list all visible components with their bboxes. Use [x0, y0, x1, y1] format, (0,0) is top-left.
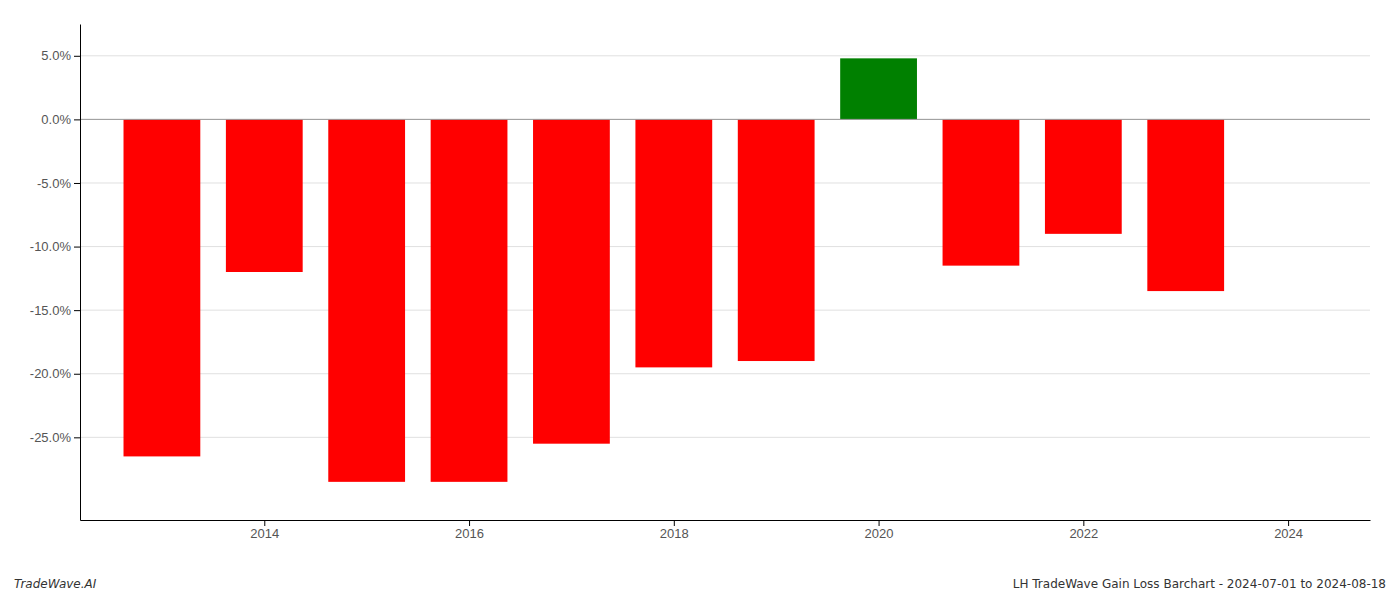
x-tick: 2016: [455, 520, 484, 541]
bar: [738, 119, 815, 361]
tick-mark: [74, 56, 80, 57]
tick-label: 2022: [1069, 526, 1098, 541]
bar: [840, 58, 917, 119]
grid-line: [80, 119, 1370, 120]
footer-left: TradeWave.AI: [14, 577, 97, 591]
tick-mark: [74, 247, 80, 248]
tick-label: 2014: [250, 526, 279, 541]
tick-label: -25.0%: [30, 430, 72, 445]
x-axis: 2014 2016 2018 2020 2022 2024: [81, 520, 1371, 541]
bar: [124, 119, 201, 456]
tick-label: 2020: [865, 526, 894, 541]
x-tick: 2014: [250, 520, 279, 541]
tick-mark: [879, 520, 880, 526]
tick-label: 2016: [455, 526, 484, 541]
tick-mark: [1083, 520, 1084, 526]
x-tick: 2022: [1069, 520, 1098, 541]
grid: [80, 56, 1370, 438]
tick-mark: [74, 119, 80, 120]
tick-mark: [74, 183, 80, 184]
tick-mark: [74, 310, 80, 311]
y-tick: -20.0%: [30, 366, 80, 381]
bar: [226, 119, 303, 272]
x-tick: 2020: [865, 520, 894, 541]
tick-label: 2018: [660, 526, 689, 541]
bar: [328, 119, 405, 481]
tick-mark: [469, 520, 470, 526]
tick-mark: [1288, 520, 1289, 526]
tick-label: 2024: [1274, 526, 1303, 541]
x-tick: 2018: [660, 520, 689, 541]
grid-line: [80, 373, 1370, 374]
bar: [533, 119, 610, 443]
chart: 2014 2016 2018 2020 2022 2024 -25.0% -20.0% -15.…: [0, 0, 1400, 600]
y-tick: 5.0%: [41, 48, 80, 63]
y-axis: -25.0% -20.0% -15.0% -10.0% -5.0% 0.0% 5.0%: [30, 25, 81, 521]
y-tick: -5.0%: [37, 176, 80, 191]
zero-line: [80, 119, 1370, 120]
y-tick: 0.0%: [41, 112, 80, 127]
x-tick: 2024: [1274, 520, 1303, 541]
tick-mark: [74, 437, 80, 438]
axis-line: [81, 520, 1371, 521]
tick-label: -20.0%: [30, 366, 72, 381]
bar: [431, 119, 508, 481]
bar: [635, 119, 712, 367]
axis-line: [80, 25, 81, 521]
grid-line: [80, 437, 1370, 438]
grid-line: [80, 55, 1370, 56]
tick-mark: [264, 520, 265, 526]
tick-mark: [674, 520, 675, 526]
tick-mark: [74, 374, 80, 375]
tick-label: 5.0%: [41, 48, 71, 63]
footer-right: LH TradeWave Gain Loss Barchart - 2024-0…: [1013, 577, 1386, 591]
tick-label: 0.0%: [41, 112, 71, 127]
bar: [943, 119, 1020, 265]
tick-label: -5.0%: [37, 176, 71, 191]
grid-line: [80, 310, 1370, 311]
y-tick: -15.0%: [30, 303, 80, 318]
y-tick: -25.0%: [30, 430, 80, 445]
tick-label: -10.0%: [30, 239, 72, 254]
plot-area: [124, 58, 1225, 482]
bar: [1045, 119, 1122, 233]
y-tick: -10.0%: [30, 239, 80, 254]
bar: [1147, 119, 1224, 291]
tick-label: -15.0%: [30, 303, 72, 318]
